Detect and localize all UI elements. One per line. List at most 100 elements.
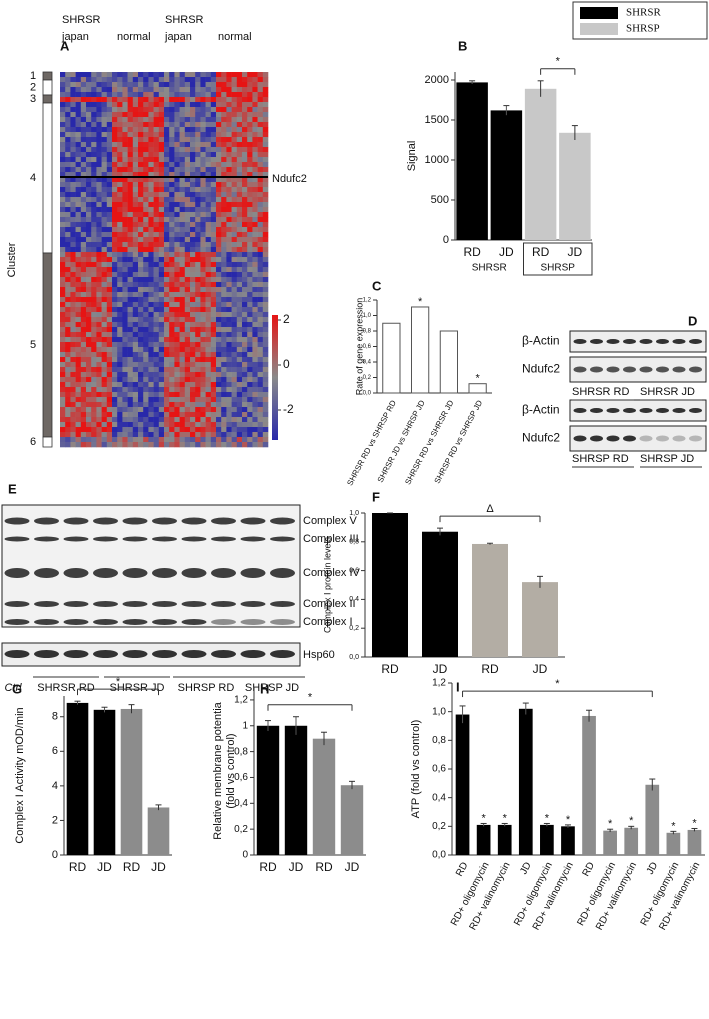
heatmap-cell bbox=[211, 337, 217, 342]
heatmap-cell bbox=[237, 107, 243, 112]
heatmap-cell bbox=[232, 227, 238, 232]
heatmap-cell bbox=[164, 72, 170, 77]
heatmap-cell bbox=[200, 337, 206, 342]
heatmap-cell bbox=[195, 432, 201, 437]
heatmap-cell bbox=[206, 262, 212, 267]
heatmap-cell bbox=[211, 212, 217, 217]
heatmap-cell bbox=[81, 357, 87, 362]
heatmap-cell bbox=[154, 347, 160, 352]
heatmap-cell bbox=[65, 142, 71, 147]
heatmap-cell bbox=[76, 202, 82, 207]
heatmap-cell bbox=[133, 357, 139, 362]
heatmap-cell bbox=[81, 237, 87, 242]
heatmap-cell bbox=[154, 187, 160, 192]
heatmap-cell bbox=[76, 222, 82, 227]
heatmap-cell bbox=[232, 407, 238, 412]
bar-label: * bbox=[475, 373, 480, 385]
heatmap-cell bbox=[247, 387, 253, 392]
heatmap-cell bbox=[185, 267, 191, 272]
heatmap-cell bbox=[143, 402, 149, 407]
heatmap-cell bbox=[107, 167, 113, 172]
heatmap-cell bbox=[211, 227, 217, 232]
heatmap-cell bbox=[252, 152, 258, 157]
heatmap-cell bbox=[117, 182, 123, 187]
heatmap-cell bbox=[216, 257, 222, 262]
heatmap-cell bbox=[206, 142, 212, 147]
heatmap-cell bbox=[221, 377, 227, 382]
heatmap-cell bbox=[263, 242, 269, 247]
heatmap-cell bbox=[174, 307, 180, 312]
heatmap-cell bbox=[252, 122, 258, 127]
blot-band bbox=[182, 619, 207, 625]
heatmap-cell bbox=[263, 422, 269, 427]
heatmap-cell bbox=[252, 142, 258, 147]
x-tick-label: RD bbox=[581, 860, 597, 878]
heatmap-cell bbox=[65, 417, 71, 422]
heatmap-cell bbox=[206, 222, 212, 227]
heatmap-cell bbox=[252, 342, 258, 347]
heatmap-cell bbox=[133, 292, 139, 297]
heatmap-cell bbox=[76, 182, 82, 187]
heatmap-cell bbox=[200, 352, 206, 357]
heatmap-cell bbox=[258, 332, 264, 337]
heatmap-cell bbox=[242, 342, 248, 347]
heatmap-cell bbox=[180, 92, 186, 97]
heatmap-cell bbox=[221, 277, 227, 282]
heatmap-cell bbox=[195, 207, 201, 212]
heatmap-cell bbox=[242, 202, 248, 207]
heatmap-cell bbox=[112, 372, 118, 377]
heatmap-cell bbox=[232, 312, 238, 317]
cluster-segment bbox=[43, 103, 52, 253]
heatmap-cell bbox=[133, 247, 139, 252]
heatmap-cell bbox=[91, 327, 97, 332]
heatmap-cell bbox=[60, 92, 66, 97]
heatmap-cell bbox=[221, 152, 227, 157]
heatmap-cell bbox=[180, 162, 186, 167]
heatmap-cell bbox=[226, 117, 232, 122]
heatmap-cell bbox=[190, 432, 196, 437]
heatmap-cell bbox=[112, 232, 118, 237]
heatmap-cell bbox=[211, 157, 217, 162]
heatmap-cell bbox=[148, 232, 154, 237]
heatmap-cell bbox=[221, 427, 227, 432]
heatmap-cell bbox=[190, 437, 196, 442]
heatmap-cell bbox=[154, 372, 160, 377]
heatmap-cell bbox=[143, 362, 149, 367]
heatmap-cell bbox=[216, 272, 222, 277]
y-tick-label: 1,2 bbox=[234, 695, 248, 706]
heatmap-cell bbox=[117, 87, 123, 92]
heatmap-cell bbox=[174, 147, 180, 152]
heatmap-cell bbox=[143, 152, 149, 157]
heatmap-cell bbox=[112, 252, 118, 257]
heatmap-cell bbox=[154, 212, 160, 217]
heatmap-cell bbox=[247, 72, 253, 77]
heatmap-cell bbox=[91, 372, 97, 377]
heatmap-cell bbox=[159, 217, 165, 222]
heatmap-cell bbox=[258, 107, 264, 112]
heatmap-cell bbox=[242, 212, 248, 217]
heatmap-cell bbox=[242, 347, 248, 352]
heatmap-cell bbox=[107, 432, 113, 437]
heatmap-cell bbox=[190, 312, 196, 317]
heatmap-cell bbox=[185, 327, 191, 332]
heatmap-cell bbox=[159, 257, 165, 262]
heatmap-cell bbox=[159, 382, 165, 387]
heatmap-cell bbox=[174, 197, 180, 202]
heatmap-cell bbox=[112, 122, 118, 127]
heatmap-cell bbox=[206, 137, 212, 142]
heatmap-cell bbox=[185, 372, 191, 377]
heatmap-cell bbox=[164, 97, 170, 102]
heatmap-cell bbox=[164, 242, 170, 247]
heatmap-cell bbox=[211, 92, 217, 97]
heatmap-cell bbox=[154, 337, 160, 342]
heatmap-cell bbox=[216, 387, 222, 392]
group-label: SHRSP bbox=[541, 263, 576, 274]
heatmap-cell bbox=[263, 117, 269, 122]
gene-label: Ndufc2 bbox=[272, 173, 307, 185]
heatmap-cell bbox=[169, 307, 175, 312]
heatmap-cell bbox=[91, 87, 97, 92]
heatmap-cell bbox=[185, 157, 191, 162]
heatmap-cell bbox=[102, 262, 108, 267]
heatmap-cell bbox=[190, 82, 196, 87]
heatmap-cell bbox=[174, 207, 180, 212]
